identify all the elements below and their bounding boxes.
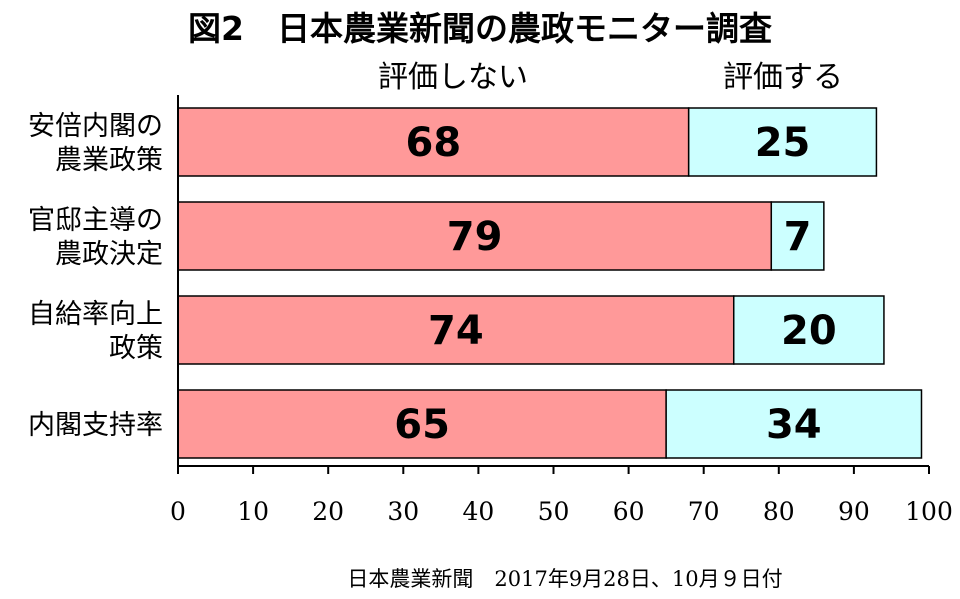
bar-group: 68 25 79 7 74 20 65 34 bbox=[177, 107, 923, 459]
bar-not-evaluate-3 bbox=[177, 389, 667, 459]
legend-label-evaluate: 評価する bbox=[723, 60, 843, 95]
x-tick-label: 20 bbox=[312, 497, 344, 526]
x-axis: 0 10 20 30 40 50 60 70 80 90 100 bbox=[170, 95, 953, 526]
bar-not-evaluate-2 bbox=[177, 295, 735, 365]
x-tick-label: 70 bbox=[688, 497, 720, 526]
category-label-0-line-0: 安倍内閣の bbox=[28, 111, 163, 142]
chart-title: 図2 日本農業新聞の農政モニター調査 bbox=[188, 9, 772, 48]
category-label-2-line-1: 政策 bbox=[109, 333, 163, 364]
x-tick-label: 0 bbox=[170, 497, 186, 526]
x-tick-label: 50 bbox=[538, 497, 570, 526]
legend-label-not-evaluate: 評価しない bbox=[378, 60, 528, 95]
data-label-not-evaluate-1: 79 bbox=[447, 214, 503, 260]
data-label-evaluate-2: 20 bbox=[781, 308, 837, 354]
data-label-evaluate-0: 25 bbox=[755, 120, 811, 166]
category-label-1-line-1: 農政決定 bbox=[55, 239, 163, 270]
data-label-evaluate-3: 34 bbox=[766, 402, 822, 448]
category-label-0-line-1: 農業政策 bbox=[55, 145, 163, 176]
category-label-2-line-0: 自給率向上 bbox=[28, 299, 163, 330]
x-tick-label: 80 bbox=[763, 497, 795, 526]
bar-evaluate-1 bbox=[770, 201, 825, 271]
data-label-not-evaluate-0: 68 bbox=[406, 120, 462, 166]
x-tick-label: 10 bbox=[237, 497, 269, 526]
x-tick-label: 40 bbox=[462, 497, 494, 526]
category-label-3: 内閣支持率 bbox=[28, 410, 163, 441]
x-tick-label: 100 bbox=[905, 497, 953, 526]
category-label-1-line-0: 官邸主導の bbox=[28, 205, 163, 236]
x-tick-label: 60 bbox=[613, 497, 645, 526]
bar-evaluate-3 bbox=[665, 389, 923, 459]
data-label-not-evaluate-3: 65 bbox=[394, 402, 450, 448]
bar-evaluate-0 bbox=[687, 107, 878, 177]
x-tick-label: 90 bbox=[838, 497, 870, 526]
source-note: 日本農業新聞 2017年9月28日、10月９日付 bbox=[347, 567, 782, 591]
x-tick-label: 30 bbox=[387, 497, 419, 526]
bar-not-evaluate-0 bbox=[177, 107, 690, 177]
data-label-evaluate-1: 7 bbox=[784, 214, 812, 260]
data-label-not-evaluate-2: 74 bbox=[428, 308, 484, 354]
bar-evaluate-2 bbox=[732, 295, 885, 365]
bar-not-evaluate-1 bbox=[177, 201, 773, 271]
